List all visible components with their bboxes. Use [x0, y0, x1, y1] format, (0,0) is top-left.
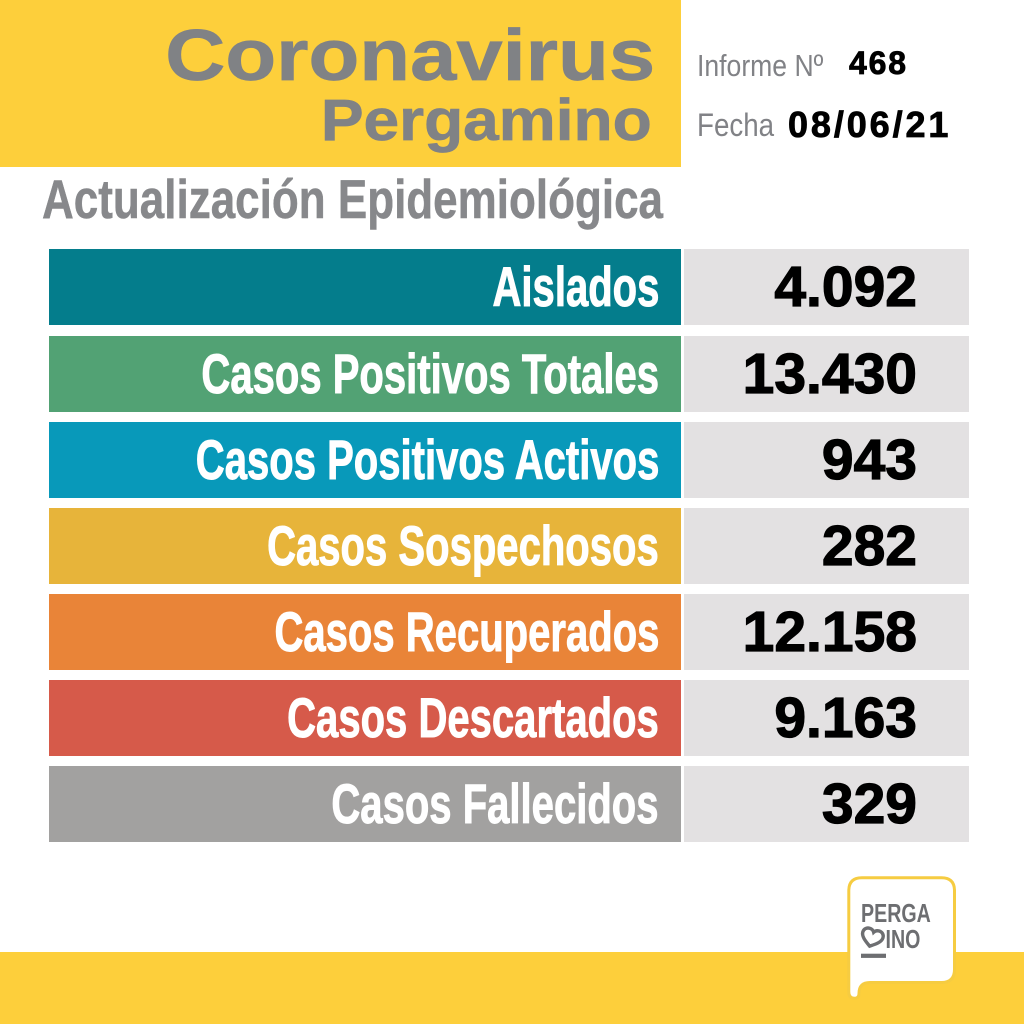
svg-text:PERGA: PERGA	[861, 899, 931, 928]
svg-text:INO: INO	[886, 924, 921, 953]
